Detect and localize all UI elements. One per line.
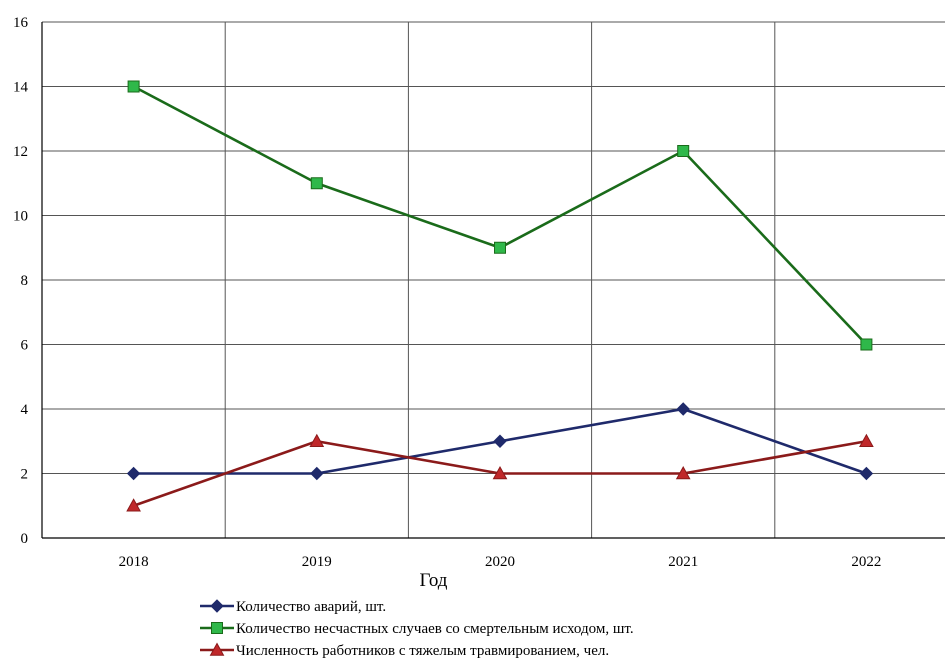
grid bbox=[42, 21, 945, 539]
data-point-series-3 bbox=[675, 465, 691, 480]
legend-marker-2 bbox=[211, 622, 223, 634]
x-tick-label: 2018 bbox=[119, 554, 149, 570]
legend-label-3: Численность работников с тяжелым травмир… bbox=[236, 643, 609, 659]
y-tick-label: 16 bbox=[13, 15, 29, 31]
legend-label-2: Количество несчастных случаев со смертел… bbox=[236, 621, 634, 637]
y-tick-label: 6 bbox=[21, 338, 29, 354]
x-tick-labels: 2018 2019 2020 2021 2022 bbox=[119, 554, 882, 570]
x-axis-title: Год bbox=[420, 570, 448, 591]
y-tick-label: 4 bbox=[21, 402, 29, 418]
x-tick-label: 2019 bbox=[302, 554, 332, 570]
data-point-series-2 bbox=[494, 241, 506, 254]
data-point-series-3 bbox=[309, 433, 325, 447]
y-tick-label: 12 bbox=[13, 144, 28, 160]
axes bbox=[41, 22, 945, 539]
x-tick-label: 2021 bbox=[668, 554, 698, 570]
legend-marker-3 bbox=[209, 642, 225, 656]
data-point-series-1 bbox=[493, 434, 507, 448]
data-point-series-1 bbox=[126, 466, 141, 481]
y-tick-label: 0 bbox=[21, 531, 29, 547]
y-tick-labels: 0 2 4 6 8 10 12 14 16 bbox=[13, 15, 29, 547]
legend-label-1: Количество аварий, шт. bbox=[236, 599, 386, 615]
x-tick-label: 2022 bbox=[851, 554, 881, 570]
series-markers bbox=[126, 80, 874, 512]
legend-marker-1 bbox=[210, 599, 224, 613]
data-point-series-2 bbox=[677, 145, 690, 157]
legend: Количество аварий, шт. Количество несчаст… bbox=[200, 599, 634, 659]
data-point-series-2 bbox=[127, 80, 140, 93]
x-tick-label: 2020 bbox=[485, 554, 515, 570]
data-point-series-2 bbox=[310, 177, 323, 190]
data-point-series-3 bbox=[859, 433, 874, 447]
data-point-series-2 bbox=[860, 338, 873, 351]
y-tick-label: 14 bbox=[13, 80, 29, 96]
y-tick-label: 10 bbox=[13, 209, 28, 225]
data-point-series-1 bbox=[859, 466, 874, 481]
data-point-series-3 bbox=[492, 465, 508, 480]
data-point-series-3 bbox=[126, 498, 141, 512]
y-tick-label: 8 bbox=[21, 273, 29, 289]
data-point-series-1 bbox=[310, 466, 324, 481]
y-tick-label: 2 bbox=[21, 467, 29, 483]
data-point-series-1 bbox=[676, 402, 690, 416]
